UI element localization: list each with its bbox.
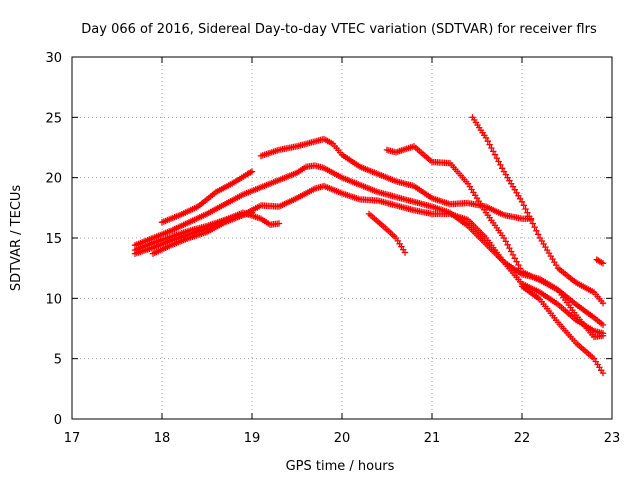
y-tick-label: 25 xyxy=(45,111,62,126)
series-track-2 xyxy=(131,182,607,337)
x-tick-label: 23 xyxy=(604,431,621,446)
x-tick-label: 22 xyxy=(514,431,531,446)
series-markers xyxy=(518,283,607,377)
y-tick-label: 10 xyxy=(45,292,62,307)
y-tick-label: 5 xyxy=(54,353,62,368)
series-markers xyxy=(383,143,607,341)
series-track-11 xyxy=(593,256,607,267)
series-track-7 xyxy=(383,143,607,341)
series-track-6 xyxy=(257,135,535,222)
x-axis-label: GPS time / hours xyxy=(286,459,395,474)
series-track-4 xyxy=(158,168,256,226)
x-tick-label: 21 xyxy=(424,431,441,446)
data-series xyxy=(131,114,607,377)
series-track-9 xyxy=(469,114,607,307)
x-tick-label: 20 xyxy=(334,431,351,446)
x-tick-label: 19 xyxy=(244,431,261,446)
y-axis-label: SDTVAR / TECUs xyxy=(9,185,24,292)
x-tick-label: 18 xyxy=(154,431,171,446)
y-tick-label: 15 xyxy=(45,232,62,247)
series-markers xyxy=(593,256,607,267)
series-track-8 xyxy=(365,210,409,256)
series-markers xyxy=(131,182,607,337)
series-markers xyxy=(365,210,409,256)
axis-ticks: 17 18 19 20 21 22 23 0 5 10 15 20 25 30 xyxy=(45,51,620,446)
y-tick-label: 0 xyxy=(54,413,62,428)
series-markers xyxy=(149,209,256,257)
series-track-5 xyxy=(149,209,256,257)
x-tick-label: 17 xyxy=(64,431,81,446)
series-markers xyxy=(469,114,607,307)
series-track-10 xyxy=(518,283,607,377)
series-markers xyxy=(257,135,535,222)
y-tick-label: 20 xyxy=(45,172,62,187)
y-tick-label: 30 xyxy=(45,51,62,66)
series-markers xyxy=(131,162,607,329)
chart-title: Day 066 of 2016, Sidereal Day-to-day VTE… xyxy=(81,22,597,37)
series-markers xyxy=(158,168,256,226)
series-track-1 xyxy=(131,162,607,329)
